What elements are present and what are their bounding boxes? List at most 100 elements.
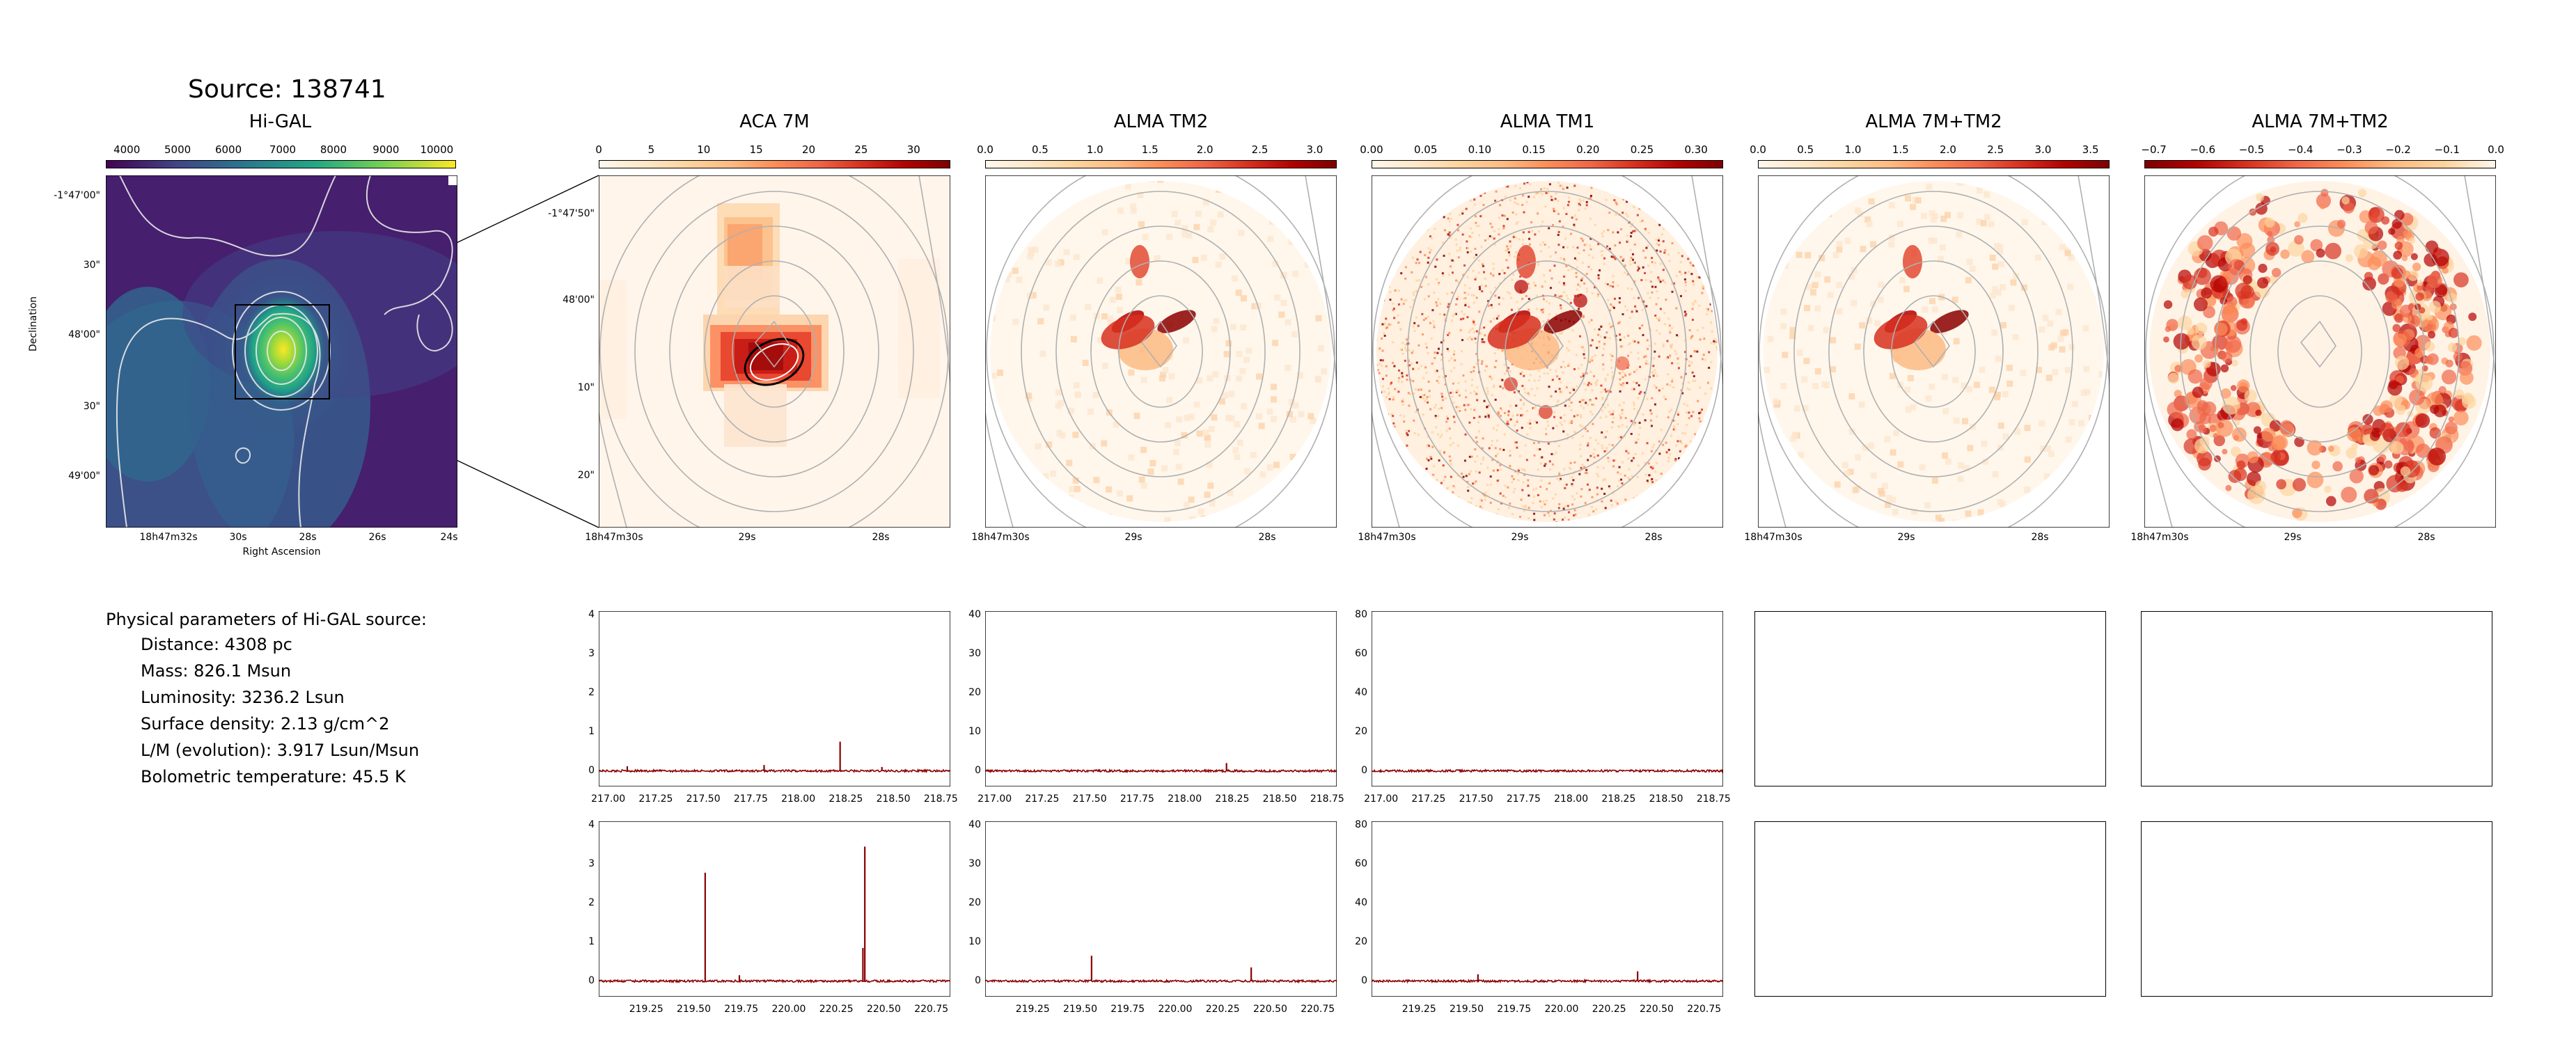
higal-colorbar [106,160,456,168]
higal-y-tick: 30" [83,401,100,412]
physical-distance: Distance: 4308 pc [141,635,292,654]
tm2-spectrum-1-y-tick: 40 [968,608,981,620]
tm1-colorbar-tick: 0.10 [1468,143,1492,156]
7m-tm2-colorbar-tick: 2.0 [1940,143,1956,156]
physical-bolometric-temperature: Bolometric temperature: 45.5 K [141,767,406,786]
tm2-spectrum-2-x-tick: 220.00 [1158,1004,1193,1015]
tm2-colorbar-tick: 0.0 [977,143,994,156]
tm1-colorbar [1372,160,1723,168]
tm1-spectrum-1-x-tick: 217.50 [1459,793,1493,805]
7m-tm2-colorbar-tick: 0.5 [1797,143,1814,156]
tm1-x-tick: 29s [1511,532,1529,543]
7m-tm2-neg-colorbar-tick: −0.1 [2434,143,2460,156]
empty-spectrum-7m-tm2-row1 [1754,611,2106,786]
aca7m-spectrum-2-y-tick: 3 [588,857,595,869]
tm1-spectrum-1-y-tick: 40 [1355,686,1367,698]
aca7m-title: ACA 7M [739,111,810,132]
7m-tm2-x-tick: 29s [1897,532,1915,543]
tm2-spectrum-1-y-tick: 0 [975,764,981,776]
7m-tm2-map [1758,175,2110,528]
7m-tm2-neg-map [2144,175,2496,528]
higal-x-tick: 24s [440,532,458,543]
tm1-spectrum-2-x-tick: 220.00 [1544,1004,1579,1015]
higal-map [106,175,457,528]
aca7m-spectrum-1 [599,611,950,786]
tm2-spectrum-1-x-tick: 217.25 [1025,793,1060,805]
tm2-spectrum-1-x-tick: 218.50 [1262,793,1297,805]
source-title: Source: 138741 [188,75,386,104]
aca7m-spectrum-2-x-tick: 219.50 [676,1004,711,1015]
tm1-x-tick: 28s [1644,532,1663,543]
aca7m-colorbar-tick: 10 [697,143,711,156]
higal-x-tick: 18h47m32s [139,532,198,543]
aca7m-x-tick: 18h47m30s [585,532,643,543]
tm2-spectrum-2-x-tick: 219.25 [1015,1004,1050,1015]
tm2-x-tick: 28s [1258,532,1276,543]
tm1-spectrum-2-y-tick: 0 [1361,974,1367,986]
aca7m-spectrum-2-x-tick: 220.50 [866,1004,901,1015]
tm2-colorbar-tick: 0.5 [1031,143,1049,156]
7m-tm2-neg-colorbar-tick: −0.5 [2238,143,2265,156]
tm2-spectrum-1-y-tick: 10 [968,725,981,737]
tm1-colorbar-tick: 0.25 [1630,143,1654,156]
aca7m-colorbar-tick: 5 [647,143,655,156]
tm1-title: ALMA TM1 [1500,111,1595,132]
tm2-colorbar-tick: 2.0 [1196,143,1214,156]
tm2-colorbar-tick: 1.0 [1086,143,1104,156]
tm2-colorbar-tick: 2.5 [1251,143,1269,156]
aca7m-spectrum-1-y-tick: 1 [588,725,595,737]
aca7m-colorbar-tick: 20 [801,143,816,156]
aca7m-spectrum-2-y-tick: 0 [588,974,595,986]
tm2-colorbar-tick: 1.5 [1141,143,1159,156]
aca7m-spectrum-1-y-tick: 2 [588,686,595,698]
tm2-x-tick: 18h47m30s [971,532,1030,543]
aca7m-spectrum-2-x-tick: 220.25 [819,1004,854,1015]
spectrum-baseline [985,768,1337,774]
higal-colorbar-tick: 5000 [164,143,191,156]
aca7m-spectrum-1-x-tick: 218.75 [923,793,958,805]
7m-tm2-neg-x-tick: 18h47m30s [2130,532,2189,543]
aca7m-spectrum-1-y-tick: 3 [588,647,595,659]
higal-xlabel: Right Ascension [242,546,321,557]
aca7m-spectrum-2-x-tick: 219.25 [629,1004,663,1015]
tm1-colorbar-tick: 0.15 [1522,143,1546,156]
7m-tm2-colorbar-tick: 2.5 [1987,143,2004,156]
tm2-spectrum-1-y-tick: 20 [968,686,981,698]
7m-tm2-colorbar-tick: 3.0 [2034,143,2052,156]
aca7m-colorbar-tick: 0 [595,143,602,156]
tm1-spectrum-1-x-tick: 217.00 [1364,793,1399,805]
aca7m-colorbar-tick: 15 [749,143,763,156]
aca7m-y-tick: 10" [577,382,595,393]
tm2-spectrum-2-x-tick: 220.75 [1301,1004,1335,1015]
aca7m-colorbar [599,160,950,168]
higal-x-tick: 28s [299,532,317,543]
higal-x-tick: 30s [229,532,247,543]
tm1-spectrum-2-x-tick: 220.75 [1687,1004,1722,1015]
tm2-colorbar [985,160,1337,168]
tm2-spectrum-2-y-tick: 0 [975,974,981,986]
higal-colorbar-ticks: 4000 5000 6000 7000 8000 9000 10000 [106,143,456,157]
tm1-spectrum-1-x-tick: 218.75 [1696,793,1731,805]
7m-tm2-neg-title: ALMA 7M+TM2 [2252,111,2389,132]
physical-heading: Physical parameters of Hi-GAL source: [106,610,427,629]
higal-ylabel: Declination [28,296,39,351]
tm1-x-tick: 18h47m30s [1358,532,1416,543]
tm1-colorbar-tick: 0.00 [1360,143,1383,156]
tm1-colorbar-tick: 0.20 [1576,143,1600,156]
tm2-spectrum-2-y-tick: 30 [968,857,981,869]
tm2-title: ALMA TM2 [1113,111,1209,132]
tm2-spectrum-2-x-tick: 220.25 [1205,1004,1240,1015]
tm2-spectrum-1-y-tick: 30 [968,647,981,659]
aca7m-spectrum-2-y-tick: 2 [588,896,595,908]
7m-tm2-neg-x-tick: 28s [2417,532,2435,543]
higal-y-tick: -1°47'00" [54,190,100,201]
empty-spectrum-7m-tm2-b-row1 [2141,611,2492,786]
tm1-spectrum-1-y-tick: 20 [1355,725,1367,737]
aca7m-spectrum-1-x-tick: 217.25 [638,793,673,805]
tm2-spectrum-1-x-tick: 217.75 [1120,793,1154,805]
tm1-spectrum-2-y-tick: 20 [1355,935,1367,947]
aca7m-spectrum-1-x-tick: 217.75 [733,793,768,805]
7m-tm2-colorbar-tick: 1.5 [1892,143,1909,156]
tm2-spectrum-1-x-tick: 218.75 [1310,793,1344,805]
tm1-spectrum-2-x-tick: 219.25 [1401,1004,1436,1015]
